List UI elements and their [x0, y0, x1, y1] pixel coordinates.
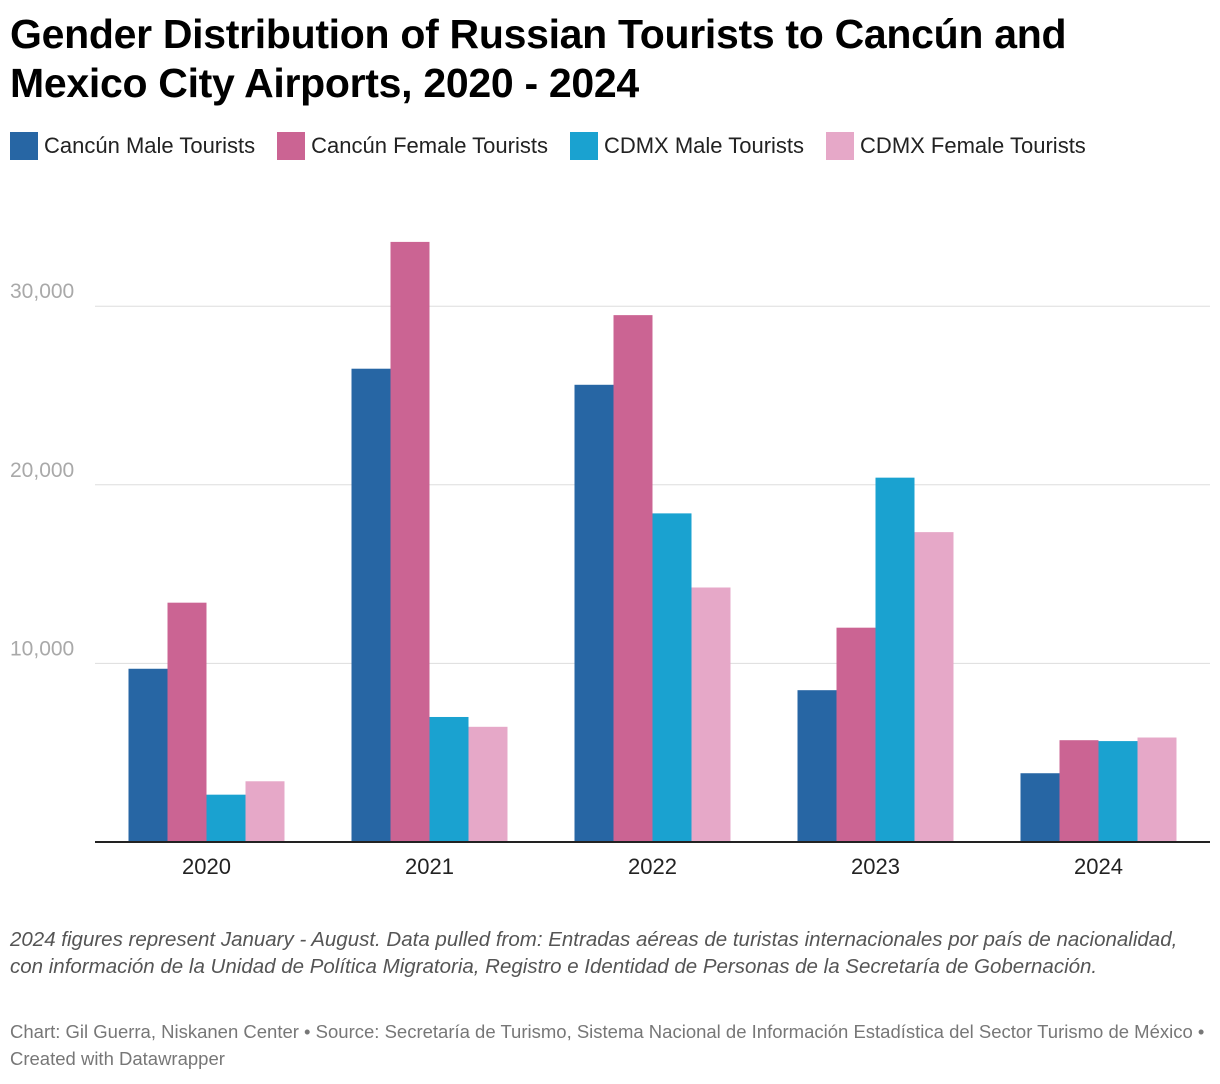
x-tick-label: 2022	[628, 854, 677, 879]
bar	[468, 726, 508, 842]
x-tick-label: 2024	[1074, 854, 1123, 879]
bar	[1137, 737, 1177, 842]
bar	[797, 690, 837, 842]
bar	[128, 668, 168, 842]
bar	[1098, 741, 1138, 842]
legend-swatch-cancun-male	[10, 132, 38, 160]
legend-label-cancun-male: Cancún Male Tourists	[44, 133, 256, 158]
bar	[836, 627, 876, 842]
bar	[613, 315, 653, 842]
legend-swatch-cdmx-female	[826, 132, 855, 160]
bar	[691, 587, 731, 842]
y-tick-label: 20,000	[10, 459, 74, 482]
bar	[875, 477, 915, 842]
legend-item-cancun-male: Cancún Male Tourists	[10, 132, 255, 160]
legend-swatch-cdmx-male	[569, 132, 598, 160]
bar	[206, 794, 246, 842]
y-tick-label: 10,000	[10, 637, 74, 660]
bar	[351, 368, 391, 842]
bar	[429, 716, 469, 842]
bar	[390, 241, 430, 842]
x-tick-label: 2021	[405, 854, 454, 879]
legend: Cancún Male Tourists Cancún Female Touri…	[10, 131, 1108, 161]
x-tick-label: 2020	[182, 854, 231, 879]
legend-item-cancun-female: Cancún Female Tourists	[277, 132, 548, 160]
legend-label-cdmx-female: CDMX Female Tourists	[860, 133, 1086, 158]
x-tick-label: 2023	[851, 854, 900, 879]
chart-credits: Chart: Gil Guerra, Niskanen Center • Sou…	[10, 1021, 1205, 1069]
bar	[1020, 773, 1060, 842]
bar-chart: 10,000 20,000 30,000 2020 2021 2022 2023 2024	[10, 241, 1210, 879]
bar	[652, 513, 692, 842]
chart-title: Gender Distribution of Russian Tourists …	[10, 11, 1067, 106]
chart-notes: 2024 figures represent January - August.…	[10, 928, 1178, 978]
bar	[574, 384, 614, 842]
legend-item-cdmx-female: CDMX Female Tourists	[826, 132, 1086, 160]
bar	[167, 602, 207, 842]
bar	[1059, 740, 1099, 842]
legend-swatch-cancun-female	[277, 132, 306, 160]
legend-label-cdmx-male: CDMX Male Tourists	[603, 133, 805, 158]
y-tick-label: 30,000	[10, 280, 74, 303]
legend-label-cancun-female: Cancún Female Tourists	[311, 133, 548, 158]
legend-item-cdmx-male: CDMX Male Tourists	[569, 132, 805, 160]
bar	[914, 532, 954, 842]
bar	[245, 781, 285, 842]
